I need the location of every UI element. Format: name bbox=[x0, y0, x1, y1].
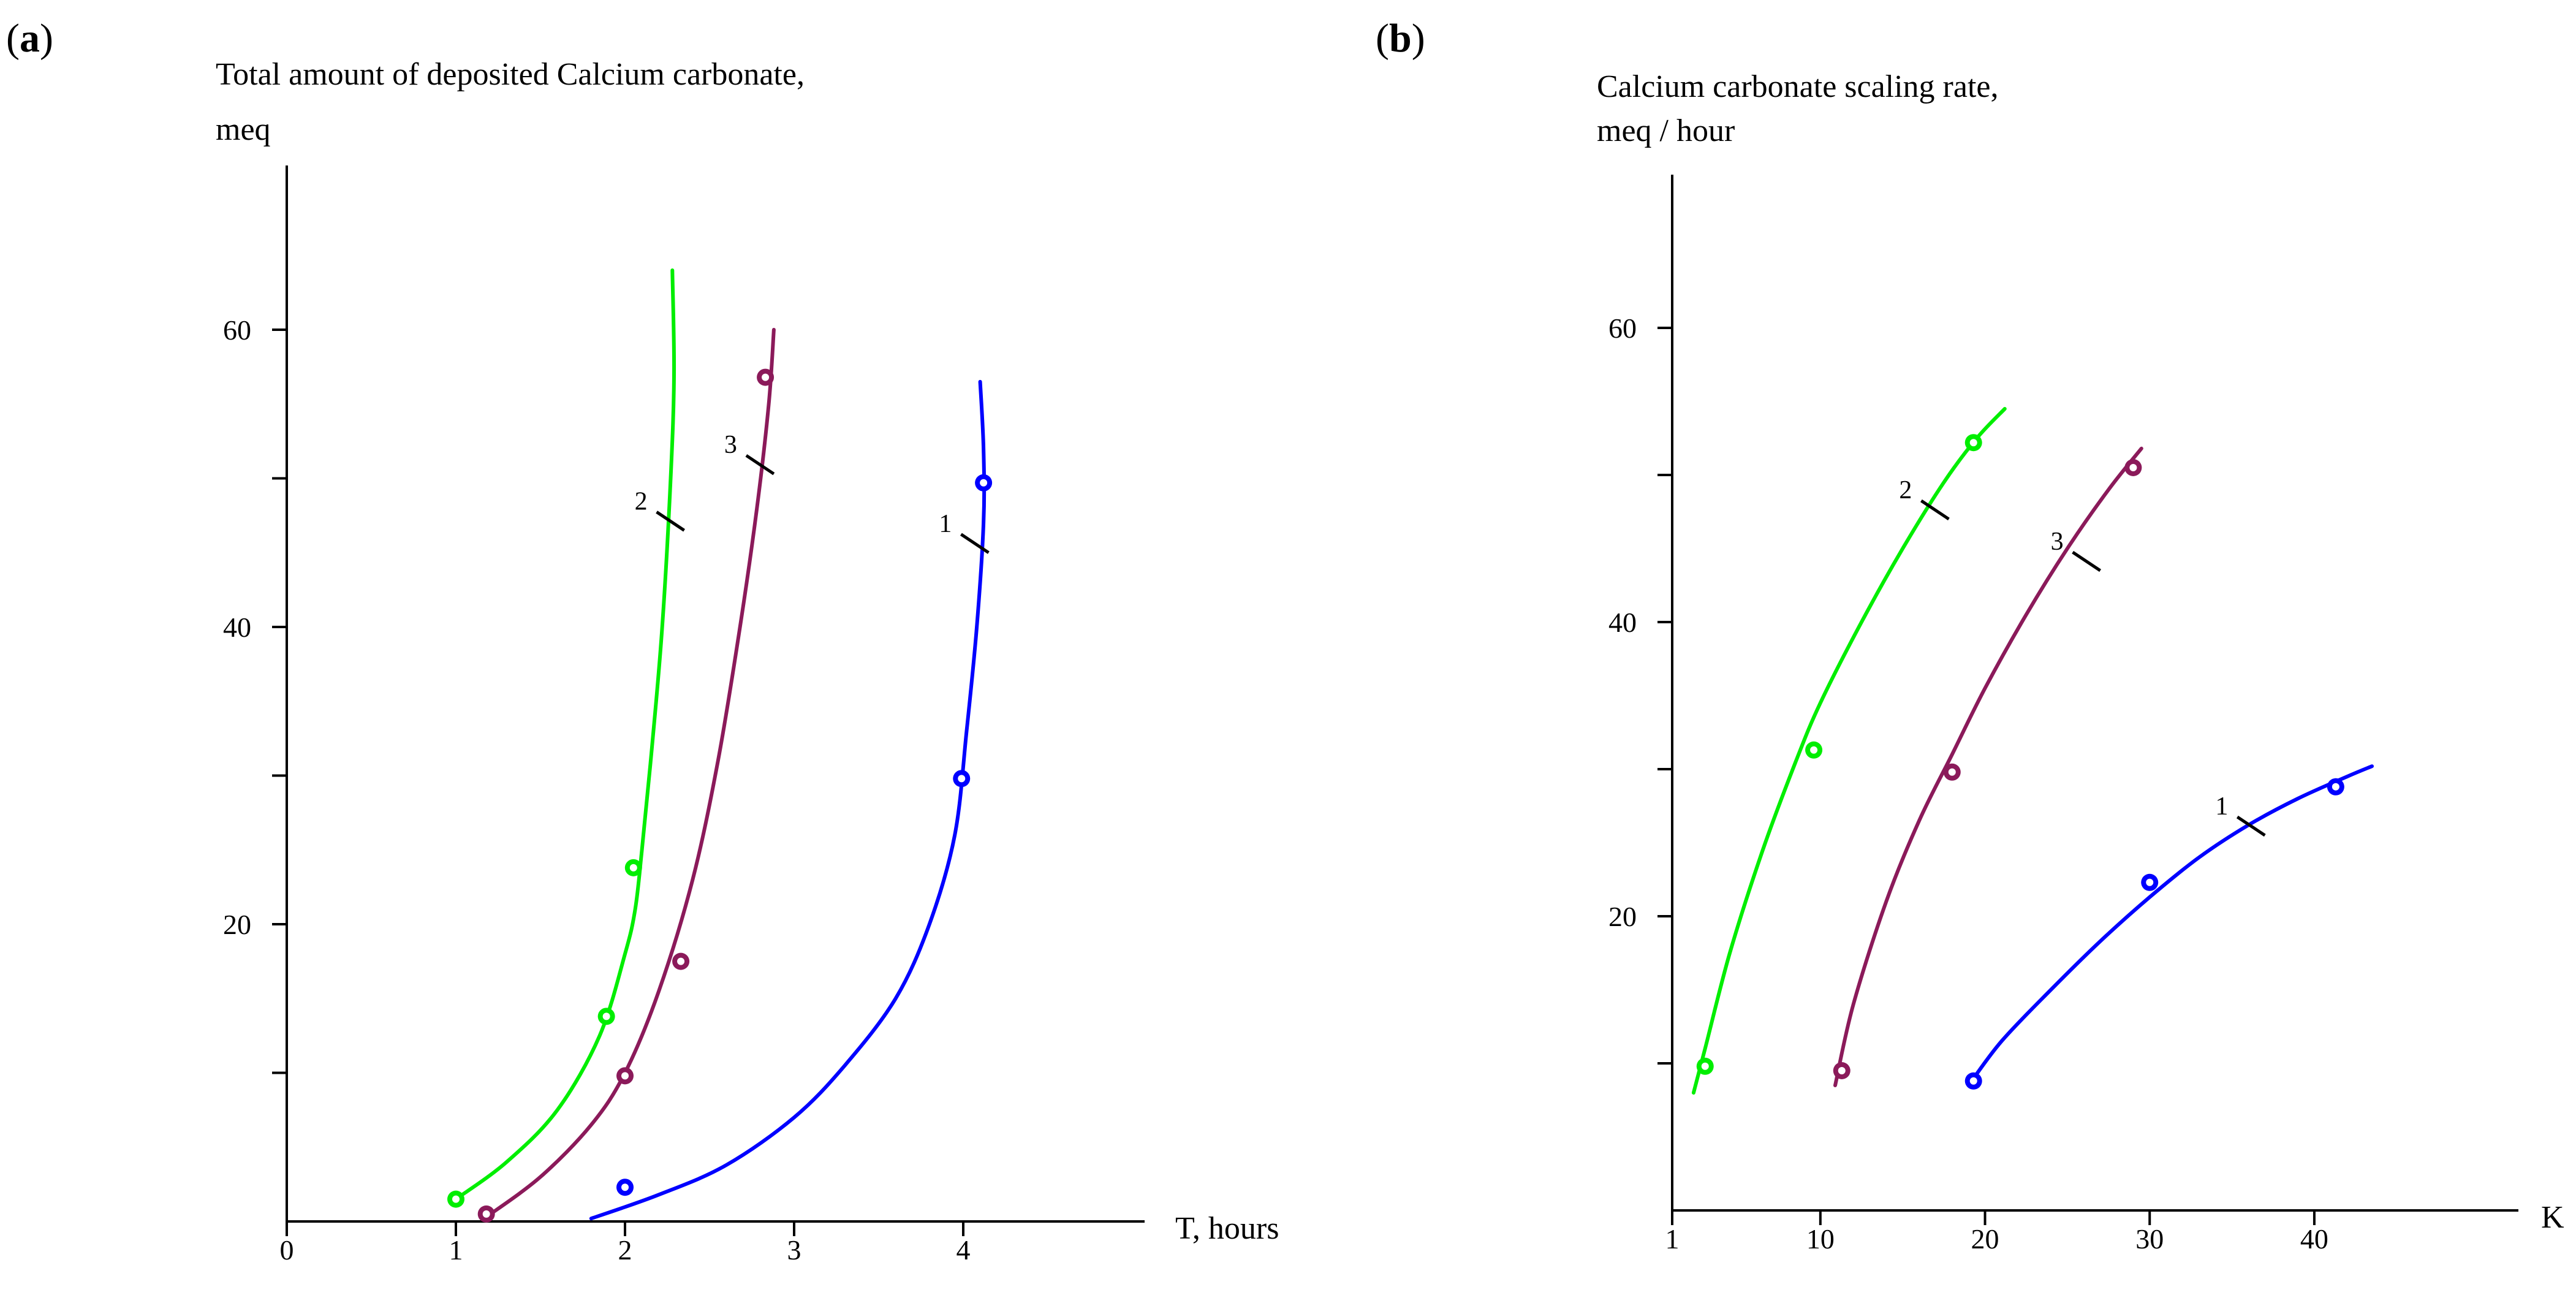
panel-b-data-point-hole bbox=[2332, 783, 2339, 791]
panel-b-data-point-hole bbox=[2129, 464, 2137, 471]
panel-a-data-point-hole bbox=[762, 373, 770, 381]
panel-b-title-line1: Calcium carbonate scaling rate, bbox=[1597, 69, 1998, 104]
panel-a-curve-label-1: 1 bbox=[939, 510, 952, 538]
panel-b-curve-label-2: 2 bbox=[1899, 476, 1912, 504]
panel-a-x-tick-label: 4 bbox=[957, 1234, 971, 1266]
panel-b-curve-label-leader bbox=[2236, 815, 2266, 837]
panel-b-x-tick-label: 40 bbox=[2300, 1223, 2328, 1255]
panel-a-data-point-hole bbox=[677, 957, 685, 965]
panel-b-data-point-hole bbox=[1701, 1062, 1709, 1070]
panel-b-x-tick-label: 30 bbox=[2135, 1223, 2164, 1255]
panel-a-data-point-hole bbox=[621, 1183, 629, 1191]
panel-b-y-tick-label: 40 bbox=[1608, 607, 1637, 638]
panel-b-curve-label-1: 1 bbox=[2215, 792, 2228, 821]
panel-a-curve-label-2: 2 bbox=[635, 487, 648, 515]
panel-b-data-point-hole bbox=[1969, 1077, 1977, 1085]
panel-a-y-tick-label: 40 bbox=[223, 612, 251, 643]
panel-a-data-point-hole bbox=[602, 1012, 610, 1020]
panel-a-letter: (a) bbox=[6, 16, 53, 61]
panel-b-x-ticks: 1 10 20 30 40 bbox=[1665, 1210, 2328, 1255]
panel-b-letter: (b) bbox=[1376, 16, 1425, 61]
panel-a-data-point-hole bbox=[621, 1072, 629, 1080]
panel-b-x-axis-label: K bbox=[2541, 1200, 2564, 1235]
panel-b-curve-3 bbox=[1833, 446, 2143, 1087]
panel-b-curve-label-leader bbox=[1920, 499, 1950, 521]
panel-a-data-point-hole bbox=[482, 1210, 490, 1218]
panel-a-x-axis-label: T, hours bbox=[1175, 1211, 1279, 1246]
panel-a-data-point-hole bbox=[958, 775, 966, 783]
panel-a-x-tick-label: 0 bbox=[280, 1234, 294, 1266]
panel-a-curve-label-leader bbox=[745, 454, 775, 476]
panel-a-x-tick-label: 3 bbox=[787, 1234, 801, 1266]
panel-a-title-line1: Total amount of deposited Calcium carbon… bbox=[216, 57, 805, 92]
panel-b-curve-1 bbox=[1966, 764, 2374, 1087]
panel-b-series: 1 2 3 bbox=[1691, 407, 2374, 1095]
panel-b-curve-label-leader bbox=[2072, 550, 2102, 572]
panel-a-y-tick-label: 60 bbox=[223, 314, 251, 346]
panel-b-curve-label-3: 3 bbox=[2051, 528, 2064, 556]
panel-b-x-tick-label: 20 bbox=[1971, 1223, 1999, 1255]
panel-b-x-tick-label: 10 bbox=[1806, 1223, 1835, 1255]
panel-a-curve-1 bbox=[589, 379, 987, 1221]
panel-a-series: 1 2 3 bbox=[447, 268, 993, 1223]
panel-a-data-point-hole bbox=[980, 479, 988, 487]
panel-b-curve-2 bbox=[1691, 407, 2007, 1095]
panel-a-title-line2: meq bbox=[216, 112, 271, 147]
panel-b-data-point-hole bbox=[2146, 878, 2154, 886]
panel-b-y-tick-label: 60 bbox=[1608, 313, 1637, 344]
panel-b-title-line2: meq / hour bbox=[1597, 113, 1735, 148]
panel-b-data-point-hole bbox=[1810, 746, 1818, 754]
panel-a-y-tick-label: 20 bbox=[223, 909, 251, 940]
panel-b-x-tick-label: 1 bbox=[1665, 1223, 1680, 1255]
panel-b: (b) Calcium carbonate scaling rate, meq … bbox=[1376, 16, 2564, 1255]
panel-b-y-ticks: 20 40 60 bbox=[1608, 313, 1672, 1065]
panel-b-y-tick-label: 20 bbox=[1608, 901, 1637, 932]
panel-b-data-point-hole bbox=[1948, 768, 1956, 776]
panel-b-data-point-hole bbox=[1969, 439, 1977, 447]
panel-a: (a) Total amount of deposited Calcium ca… bbox=[6, 16, 1279, 1266]
panel-a-x-ticks: 0 1 2 3 4 bbox=[280, 1221, 971, 1266]
panel-a-curve-2 bbox=[454, 268, 676, 1201]
panel-a-curve-3 bbox=[484, 328, 776, 1219]
panel-a-x-tick-label: 2 bbox=[618, 1234, 632, 1266]
panel-a-curve-label-3: 3 bbox=[724, 431, 737, 459]
panel-b-data-point-hole bbox=[1838, 1067, 1846, 1074]
panel-a-curve-label-leader bbox=[960, 533, 990, 554]
panel-a-y-ticks: 20 40 60 bbox=[223, 314, 287, 1074]
panel-a-curve-label-leader bbox=[656, 511, 685, 532]
panel-a-data-point-hole bbox=[629, 864, 637, 872]
panel-a-data-point-hole bbox=[452, 1195, 460, 1203]
panel-a-x-tick-label: 1 bbox=[449, 1234, 463, 1266]
